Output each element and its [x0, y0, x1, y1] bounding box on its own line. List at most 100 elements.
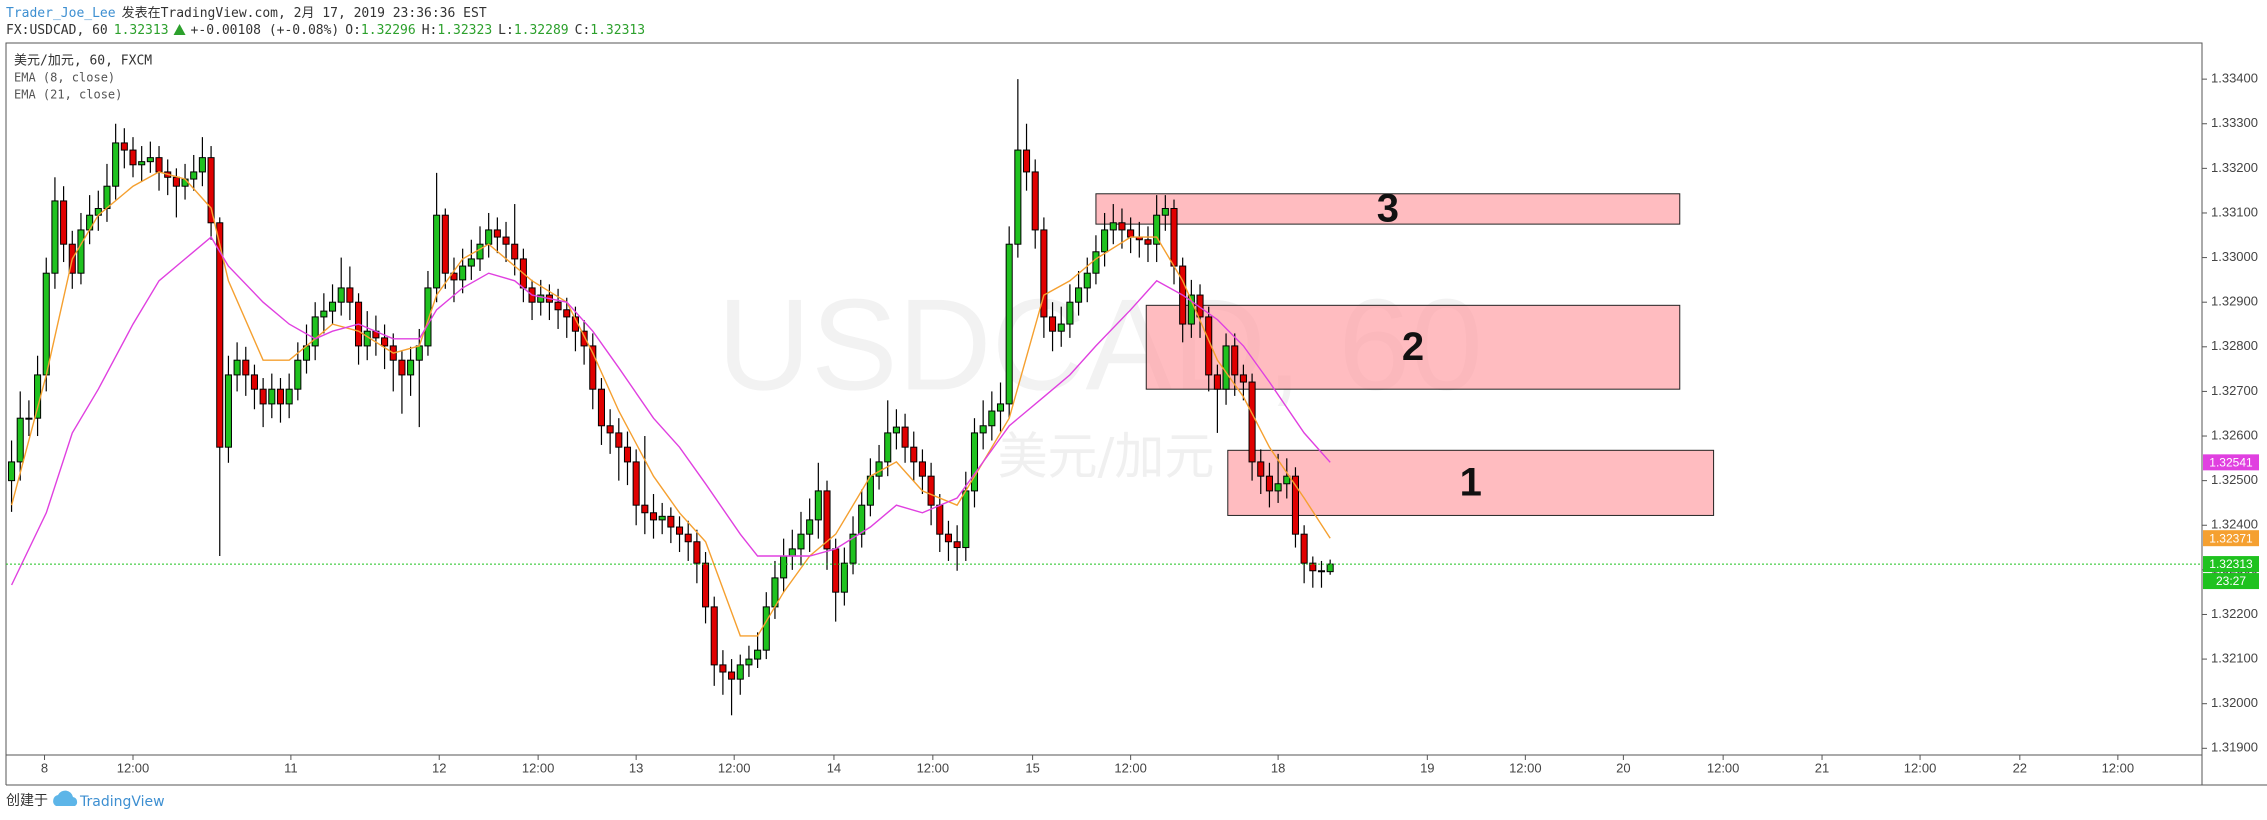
candle-body [537, 294, 545, 303]
candle-body [485, 229, 493, 245]
legend-entry: EMA (21, close) [14, 88, 122, 102]
candle-body [250, 374, 258, 390]
candle-body [42, 272, 50, 376]
ohlc-label: O: [345, 23, 361, 38]
candle-body [797, 533, 805, 550]
candle-body [320, 310, 328, 318]
footer-brand[interactable]: TradingView [79, 794, 165, 810]
candle-body [910, 446, 918, 463]
candle-body [381, 337, 389, 347]
candle-body [86, 214, 94, 231]
countdown-bg [2203, 573, 2259, 590]
candle-body [554, 301, 562, 311]
x-tick-label: 15 [1025, 760, 1039, 775]
candle-body [172, 176, 180, 187]
candle-body [441, 214, 449, 274]
candle-body [1101, 229, 1109, 253]
candle-body [693, 541, 701, 564]
y-tick-label: 1.32900 [2211, 294, 2258, 309]
candle-body [615, 432, 623, 448]
last-price: 1.32313 [114, 23, 169, 38]
candle-body [658, 515, 666, 521]
candle-body [285, 388, 293, 405]
candle-body [259, 388, 267, 405]
x-tick-label: 12:00 [522, 760, 555, 775]
candle-body [988, 410, 996, 427]
candle-body [25, 417, 33, 420]
candle-body [962, 490, 970, 549]
candle-body [1231, 345, 1239, 376]
candle-body [198, 157, 206, 173]
author: Trader_Joe_Lee [6, 6, 116, 21]
candle-body [936, 504, 944, 535]
up-arrow-icon [173, 24, 186, 35]
tradingview-logo [53, 790, 78, 806]
candle-body [806, 519, 814, 535]
x-tick-label: 19 [1420, 760, 1434, 775]
candle-body [1291, 475, 1299, 535]
x-tick-label: 12:00 [1904, 760, 1937, 775]
ema8-price-label-bg [2203, 530, 2259, 547]
candle-body [1066, 301, 1074, 325]
zone-label: 3 [1377, 187, 1399, 231]
y-tick-label: 1.32000 [2211, 695, 2258, 710]
candle-body [780, 555, 788, 579]
candle-body [1144, 239, 1152, 245]
candle-body [459, 265, 467, 281]
candle-body [762, 606, 770, 651]
candle-body [146, 157, 154, 163]
candle-body [276, 388, 285, 405]
candle-body [814, 490, 822, 521]
x-tick-label: 12:00 [2102, 760, 2135, 775]
candle-body [34, 374, 42, 419]
ohlc-value: 1.32323 [437, 23, 492, 38]
zone [1095, 193, 1681, 225]
candle-body [1300, 533, 1308, 564]
candle-body [1075, 287, 1083, 303]
candle-body [667, 515, 675, 528]
candle-body [398, 359, 406, 376]
y-tick-label: 1.32400 [2211, 517, 2258, 532]
candle-body [1153, 214, 1161, 245]
candle-body [823, 490, 831, 550]
candle-body [476, 243, 484, 260]
candle-body [216, 222, 224, 448]
ema-line [10, 171, 1331, 637]
candle-body [1213, 374, 1221, 390]
candle-body [832, 548, 840, 593]
candle-body [736, 664, 744, 680]
y-tick-label: 1.33000 [2211, 249, 2258, 264]
x-tick-label: 20 [1616, 760, 1630, 775]
candle-body [407, 359, 415, 376]
y-tick-label: 1.32600 [2211, 427, 2258, 442]
candle-body [728, 671, 736, 680]
candle-body [294, 359, 302, 390]
candle-body [1118, 222, 1126, 231]
candle-body [641, 504, 649, 514]
candle-body [623, 446, 632, 463]
last-price-label-bg [2203, 556, 2259, 573]
candle-body [328, 301, 337, 312]
candle-body [979, 425, 987, 434]
candle-body [745, 658, 753, 666]
candle-body [8, 461, 16, 482]
candle-body [181, 178, 189, 187]
x-tick-label: 11 [284, 760, 298, 775]
y-tick-label: 1.32100 [2211, 651, 2258, 666]
candle-body [1170, 208, 1178, 267]
candle-body [1014, 149, 1022, 245]
candle-body [467, 258, 475, 267]
candle-body [580, 330, 588, 347]
x-tick-label: 22 [2013, 760, 2027, 775]
y-tick-label: 1.31900 [2211, 740, 2258, 755]
candle-body [1049, 316, 1057, 332]
candle-body [155, 157, 163, 173]
candle-body [242, 359, 250, 376]
x-tick-label: 12:00 [1707, 760, 1740, 775]
candle-body [632, 461, 640, 506]
ohlc-label: H: [422, 23, 438, 38]
candle-body [918, 461, 926, 477]
candle-body [788, 548, 796, 557]
y-tick-label: 1.33200 [2211, 160, 2258, 175]
logo-cloud [53, 790, 78, 806]
